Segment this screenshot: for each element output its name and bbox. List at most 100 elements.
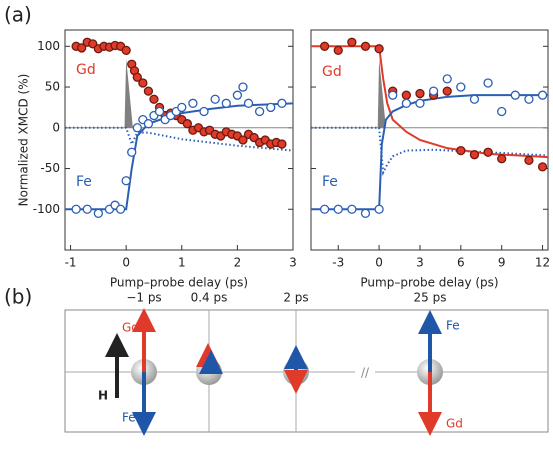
data-point	[121, 45, 131, 56]
x-tick-label: 6	[457, 256, 465, 270]
frame	[64, 309, 549, 433]
y-tick-label: 50	[45, 80, 60, 94]
break-mark: //	[361, 366, 370, 380]
data-point	[333, 204, 343, 214]
fit-line	[311, 94, 548, 211]
data-point	[243, 98, 254, 108]
data-point	[71, 204, 81, 214]
break	[355, 366, 375, 378]
data-point	[469, 94, 480, 104]
data-point	[238, 135, 248, 145]
data-point	[469, 150, 480, 160]
x-tick-label: 12	[535, 256, 550, 270]
data-point	[456, 145, 466, 156]
data-point	[138, 78, 148, 88]
data-point	[77, 43, 87, 53]
data-point	[537, 90, 548, 100]
data-point	[132, 72, 142, 82]
data-point	[221, 98, 231, 108]
fe-label: Fe	[446, 319, 460, 333]
data-point	[415, 88, 425, 99]
data-point	[483, 78, 493, 88]
x-tick-label: 1	[178, 256, 186, 270]
data-point	[199, 106, 209, 117]
x-tick-label: 9	[498, 256, 506, 270]
x-tick-label: 0	[122, 256, 130, 270]
data-point	[143, 86, 154, 96]
gd-label: Gd	[122, 321, 139, 335]
y-tick-label: 100	[37, 39, 60, 53]
panel-label: (a)	[4, 3, 32, 27]
fe-label: Fe	[122, 411, 136, 425]
data-point	[127, 147, 137, 157]
data-point	[210, 94, 220, 104]
fit-line	[311, 45, 549, 159]
x-tick-label: 0	[375, 256, 383, 270]
data-point	[232, 90, 243, 100]
data-point	[277, 98, 287, 108]
data-point	[149, 94, 159, 104]
data-point	[524, 94, 534, 104]
panel-label: (b)	[4, 285, 32, 309]
data-point	[401, 98, 411, 108]
x-tick-label: 3	[416, 256, 424, 270]
data-point	[537, 162, 548, 172]
fit-line	[65, 102, 294, 211]
time-label: 0.4 ps	[191, 291, 228, 305]
annotation: Gd	[76, 62, 96, 78]
x-tick-label: -3	[332, 256, 344, 270]
data-point	[115, 204, 126, 214]
data-point	[182, 119, 192, 129]
data-point	[524, 155, 534, 166]
data-point	[143, 119, 154, 129]
time-label: 25 ps	[414, 291, 447, 305]
data-point	[497, 106, 507, 117]
plot-frame	[310, 29, 549, 251]
data-point	[82, 204, 92, 214]
data-point	[360, 41, 371, 51]
data-point	[121, 176, 131, 186]
time-label: −1 ps	[126, 291, 161, 305]
data-point	[319, 41, 330, 51]
diagram: // −1 ps 0.4 ps 2 ps 25 ps H Gd Fe Fe Gd	[64, 291, 549, 436]
data-point	[415, 98, 425, 108]
fit-line	[311, 126, 549, 177]
annotation: Fe	[76, 174, 92, 190]
data-point	[154, 106, 165, 117]
x-axis-label: Pump–probe delay (ps)	[360, 276, 498, 290]
data-point	[177, 102, 187, 113]
x-tick-label: 2	[234, 256, 242, 270]
pump-pulse	[124, 58, 133, 128]
x-axis-label: Pump–probe delay (ps)	[110, 276, 248, 290]
field-label: H	[98, 389, 108, 403]
data-point	[347, 204, 357, 214]
y-tick-label: -50	[40, 161, 60, 175]
data-point	[388, 90, 398, 100]
data-point	[333, 45, 343, 56]
x-tick-label: -1	[65, 256, 77, 270]
annotation: Fe	[322, 174, 338, 190]
data-point	[266, 102, 276, 113]
data-point	[428, 86, 439, 96]
gd-label: Gd	[446, 417, 463, 431]
data-point	[238, 82, 248, 92]
data-point	[483, 147, 493, 157]
annotation: Gd	[322, 64, 342, 80]
data-point	[497, 154, 507, 164]
data-point	[374, 44, 384, 54]
data-point	[510, 90, 520, 100]
data-point	[442, 74, 452, 84]
y-axis-label: Normalized XMCD (%)	[17, 74, 31, 207]
data-point	[360, 208, 371, 218]
data-point	[347, 37, 357, 47]
data-point	[254, 106, 265, 117]
y-tick-label: -100	[33, 202, 60, 216]
data-point	[132, 123, 142, 133]
pump-pulse	[377, 58, 386, 128]
time-label: 2 ps	[283, 291, 308, 305]
data-point	[319, 204, 330, 214]
plot-frame	[64, 29, 294, 251]
